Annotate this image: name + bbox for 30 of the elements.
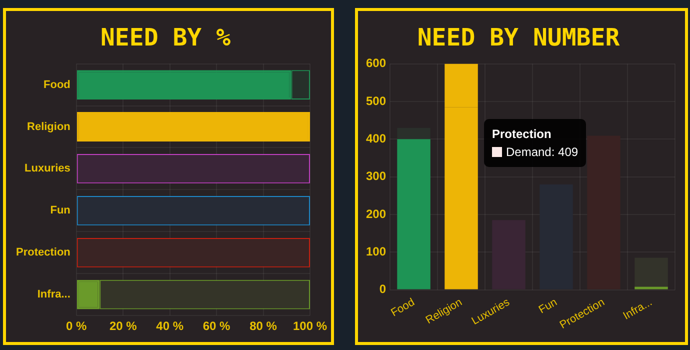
bar — [397, 139, 430, 290]
chart-title: NEED BY % — [100, 24, 232, 52]
chart-title: NEED BY NUMBER — [417, 24, 620, 52]
x-tick-label: 20 % — [109, 319, 138, 334]
annotation: Demand: 409 — [506, 144, 578, 161]
y-tick-label: 500 — [366, 94, 386, 108]
x-tick-label: Infra... — [621, 296, 654, 322]
y-tick-label: Food — [44, 78, 70, 91]
bar — [634, 286, 668, 290]
bar — [587, 136, 620, 290]
annotation: Protection — [492, 126, 552, 143]
y-tick-label: 300 — [366, 169, 386, 184]
y-tick-label: 100 — [366, 244, 386, 258]
y-tick-label: Religion — [27, 120, 71, 133]
bar — [634, 258, 668, 287]
bar — [397, 128, 430, 140]
y-tick-label: 0 — [379, 282, 386, 296]
x-tick-label: 80 % — [250, 319, 278, 334]
x-tick-label: 100 % — [292, 319, 328, 334]
x-tick-label: 40 % — [156, 319, 184, 334]
y-tick-label: Luxuries — [24, 162, 70, 175]
x-tick-label: 0 % — [66, 319, 88, 334]
y-tick-label: Protection — [16, 246, 71, 259]
y-tick-label: 400 — [366, 131, 386, 146]
x-tick-label: 60 % — [202, 319, 231, 334]
x-tick-label: Fun — [536, 296, 560, 316]
y-tick-label: 600 — [366, 56, 386, 70]
x-tick-label: Food — [389, 296, 417, 320]
y-tick-label: Fun — [50, 204, 71, 217]
y-tick-label: 200 — [366, 206, 386, 221]
